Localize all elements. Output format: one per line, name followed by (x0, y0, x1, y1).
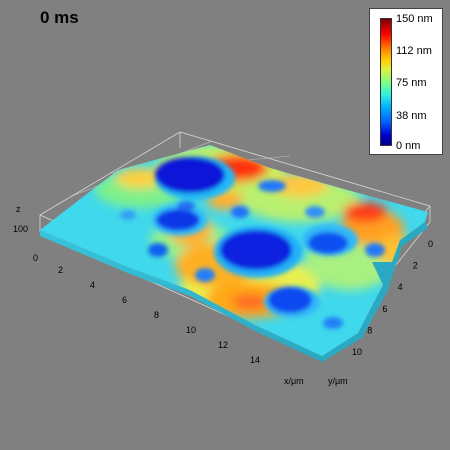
x-tick-6: 14 (250, 355, 260, 365)
legend-label-2: 112 nm (396, 45, 432, 57)
x-tick-3: 8 (154, 310, 159, 320)
color-legend: 150 nm 112 nm 75 nm 38 nm 0 nm (369, 8, 443, 155)
y-axis: 0 2 4 6 8 10 (352, 239, 433, 357)
z-axis-name: z (16, 204, 21, 214)
x-tick-1: 4 (90, 280, 95, 290)
y-tick-1: 2 (413, 261, 418, 271)
y-tick-4: 8 (367, 325, 372, 335)
x-axis: 2 4 6 8 10 12 14 (58, 265, 260, 365)
x-tick-2: 6 (122, 295, 127, 305)
y-tick-5: 10 (352, 347, 362, 357)
y-axis-name: y/μm (328, 376, 348, 386)
y-tick-3: 6 (382, 304, 387, 314)
legend-label-max: 150 nm (396, 13, 433, 25)
y-tick-2: 4 (398, 282, 403, 292)
x-tick-4: 10 (186, 325, 196, 335)
legend-label-4: 38 nm (396, 110, 427, 122)
time-label: 0 ms (40, 8, 79, 27)
z-tick-0: 0 (33, 253, 38, 263)
y-tick-0: 0 (428, 239, 433, 249)
x-tick-5: 12 (218, 340, 228, 350)
z-axis: z 100 0 (13, 204, 38, 263)
height-surface (40, 145, 428, 356)
x-axis-name: x/μm (284, 376, 304, 386)
legend-label-3: 75 nm (396, 77, 427, 89)
surface-sides (40, 222, 428, 362)
x-tick-0: 2 (58, 265, 63, 275)
legend-colorbar (380, 18, 392, 146)
z-tick-100: 100 (13, 224, 28, 234)
legend-label-min: 0 nm (396, 140, 421, 152)
